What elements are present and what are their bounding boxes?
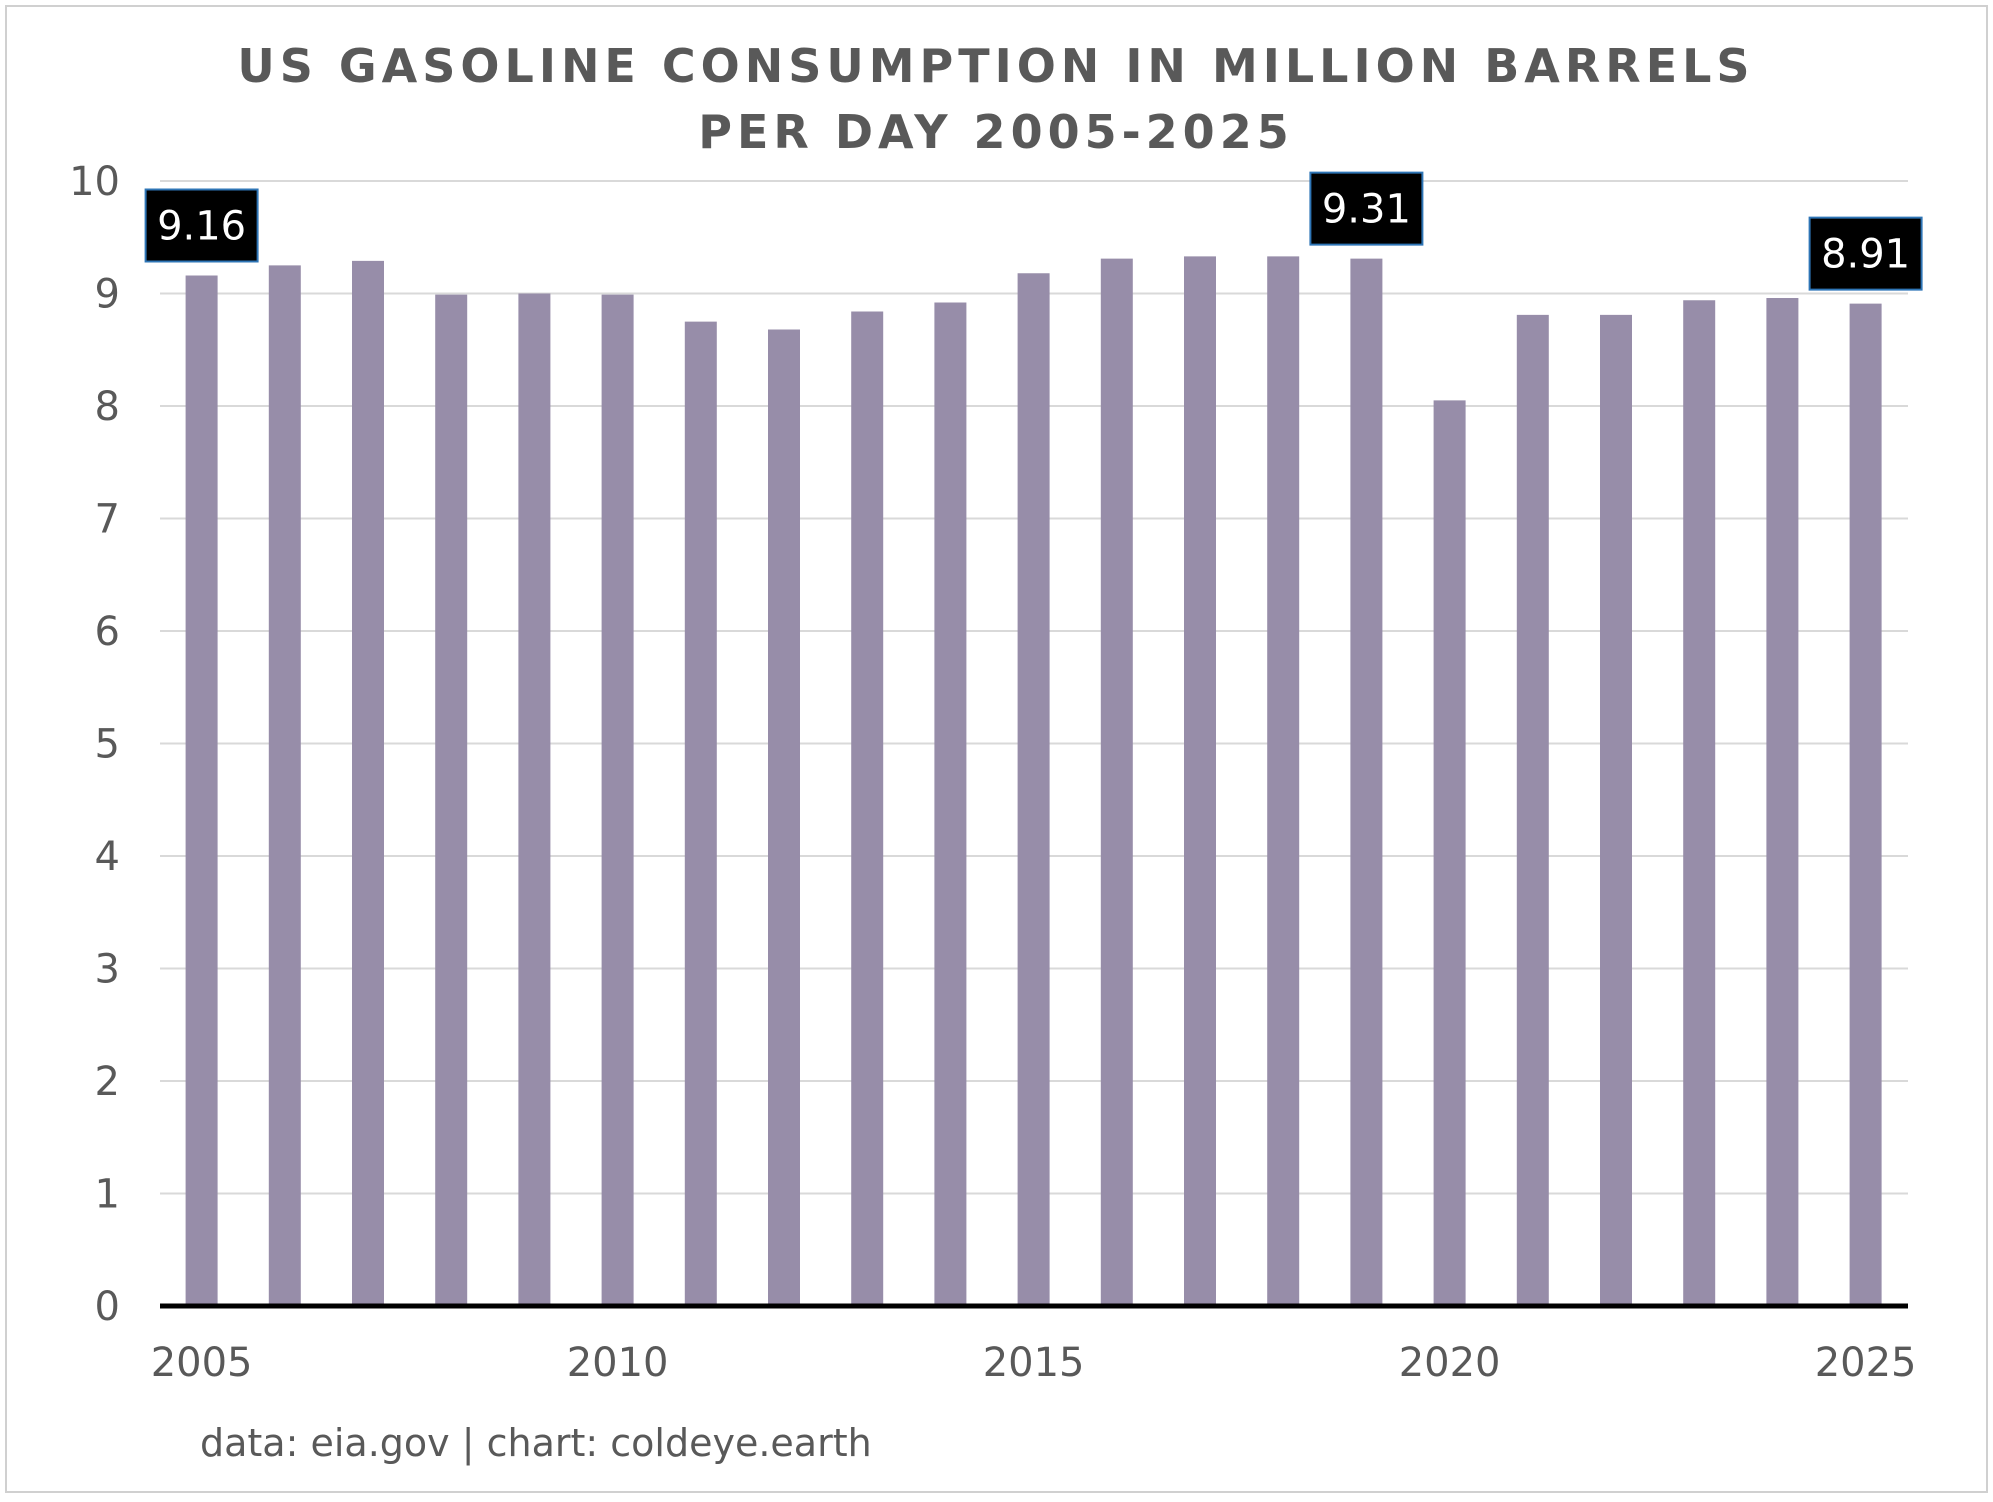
bar-2008: [435, 294, 468, 1306]
data-label-box: [1309, 171, 1424, 246]
chart-title-line-2: PER DAY 2005-2025: [698, 105, 1293, 159]
bar-2015: [1017, 273, 1050, 1306]
bar-2014: [934, 302, 967, 1306]
bar-2010: [601, 294, 634, 1306]
bar-2017: [1184, 256, 1216, 1306]
y-tick-label: 2: [95, 1059, 120, 1105]
data-label-text: 9.16: [157, 204, 246, 250]
y-tick-label: 4: [95, 834, 120, 880]
y-tick-label: 0: [95, 1284, 120, 1330]
x-tick-label: 2015: [983, 1340, 1085, 1386]
chart-border: [5, 5, 1988, 1493]
x-tick-label: 2010: [567, 1340, 669, 1386]
bar-2009: [518, 293, 551, 1306]
y-tick-label: 6: [95, 609, 120, 655]
bar-2005: [185, 275, 218, 1306]
chart-title-line-1: US GASOLINE CONSUMPTION IN MILLION BARRE…: [237, 39, 1754, 93]
data-label-2019: 9.31: [1309, 171, 1424, 246]
bar-2025: [1849, 303, 1882, 1306]
data-label-2025: 8.91: [1808, 216, 1923, 291]
bar-2011: [684, 321, 717, 1306]
bar-2012: [768, 329, 800, 1306]
source-note: data: eia.gov | chart: coldeye.earth: [200, 1421, 872, 1466]
y-tick-label: 1: [95, 1172, 120, 1218]
data-label-2005: 9.16: [144, 188, 259, 263]
x-tick-label: 2020: [1399, 1340, 1501, 1386]
y-tick-label: 8: [95, 384, 120, 430]
data-label-box: [144, 188, 259, 263]
y-tick-label: 7: [95, 497, 120, 543]
y-tick-label: 5: [95, 722, 120, 768]
x-tick-label: 2005: [151, 1340, 253, 1386]
bar-2021: [1516, 314, 1549, 1306]
data-label-box: [1808, 216, 1923, 291]
bar-2019: [1350, 258, 1383, 1306]
bar-2024: [1766, 298, 1799, 1306]
y-axis-ticks: 0 1 2 3 4 5 6 7 8 9 10: [69, 159, 120, 1330]
data-label-text: 8.91: [1821, 232, 1910, 278]
y-tick-label: 9: [95, 272, 120, 318]
x-tick-label: 2025: [1815, 1340, 1917, 1386]
bar-2023: [1683, 300, 1716, 1306]
bar-2016: [1100, 258, 1133, 1306]
bar-2013: [851, 311, 884, 1306]
data-labels: 9.16 9.31 8.91: [144, 171, 1923, 291]
bar-2006: [268, 265, 301, 1306]
data-label-text: 9.31: [1322, 187, 1411, 233]
bar-2022: [1600, 314, 1632, 1306]
bar-2020: [1433, 400, 1466, 1306]
x-axis-ticks: 2005 2010 2015 2020 2025: [151, 1340, 1917, 1386]
bar-2018: [1267, 256, 1300, 1306]
y-tick-label: 10: [69, 159, 120, 205]
bar-2007: [352, 260, 384, 1306]
bars: [185, 256, 1882, 1306]
y-tick-label: 3: [95, 947, 120, 993]
